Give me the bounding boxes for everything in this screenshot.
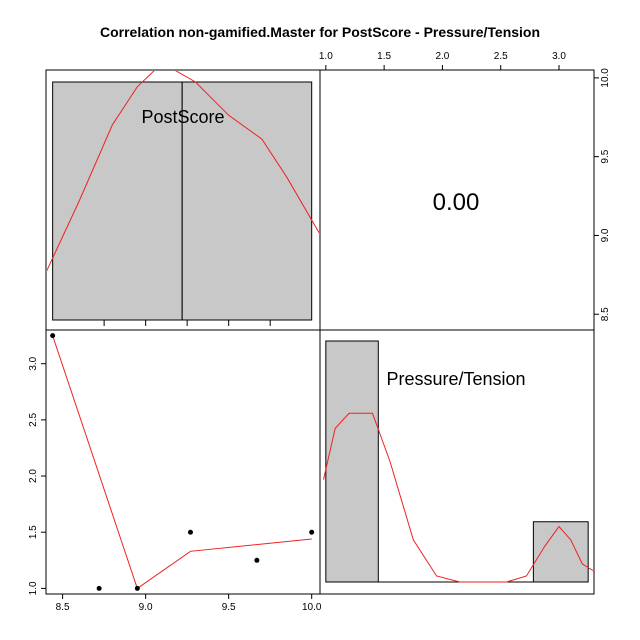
- correlation-value: 0.00: [433, 189, 480, 216]
- bottom-axis-label-2: 9.5: [222, 602, 236, 613]
- bottom-axis-label-1: 9.0: [139, 602, 153, 613]
- top-axis-label-2: 2.0: [435, 51, 449, 62]
- postscore-hist-bar-0: [52, 81, 183, 321]
- postscore-hist-bar-1: [181, 81, 313, 321]
- top-axis-label-1: 1.5: [377, 51, 391, 62]
- pressure-density-line: [323, 412, 593, 583]
- right-axis-label-2: 9.5: [600, 149, 611, 163]
- right-axis-label-3: 10.0: [600, 68, 611, 88]
- scatter-point-1: [96, 585, 102, 591]
- left-axis-label-1: 1.5: [28, 525, 39, 539]
- scatter-point-2: [134, 585, 140, 591]
- top-axis-label-0: 1.0: [319, 51, 333, 62]
- scatter-point-0: [50, 333, 56, 339]
- top-axis-label-3: 2.5: [494, 51, 508, 62]
- top-axis-label-4: 3.0: [552, 51, 566, 62]
- scatter-point-5: [309, 529, 315, 535]
- bottom-axis-label-0: 8.5: [56, 602, 70, 613]
- right-axis-label-0: 8.5: [600, 307, 611, 321]
- pressure-hist-bar-1: [532, 521, 589, 583]
- scatter-point-3: [187, 529, 193, 535]
- scatter-point-4: [254, 557, 260, 563]
- pressure-hist-bar-0: [325, 340, 379, 583]
- postscore-diagonal-label: PostScore: [141, 107, 224, 127]
- left-axis-label-2: 2.0: [28, 469, 39, 483]
- scatter-smooth-line: [52, 335, 312, 590]
- postscore-density-line: [47, 71, 319, 272]
- left-axis-label-0: 1.0: [28, 581, 39, 595]
- left-axis-label-4: 3.0: [28, 356, 39, 370]
- chart-title: Correlation non-gamified.Master for Post…: [100, 24, 540, 40]
- left-axis-label-3: 2.5: [28, 412, 39, 426]
- panel-pressure-diagonal-frame: [319, 329, 595, 595]
- bottom-axis-label-3: 10.0: [302, 602, 322, 613]
- pressure-diagonal-label: Pressure/Tension: [386, 369, 525, 389]
- right-axis-label-1: 9.0: [600, 228, 611, 242]
